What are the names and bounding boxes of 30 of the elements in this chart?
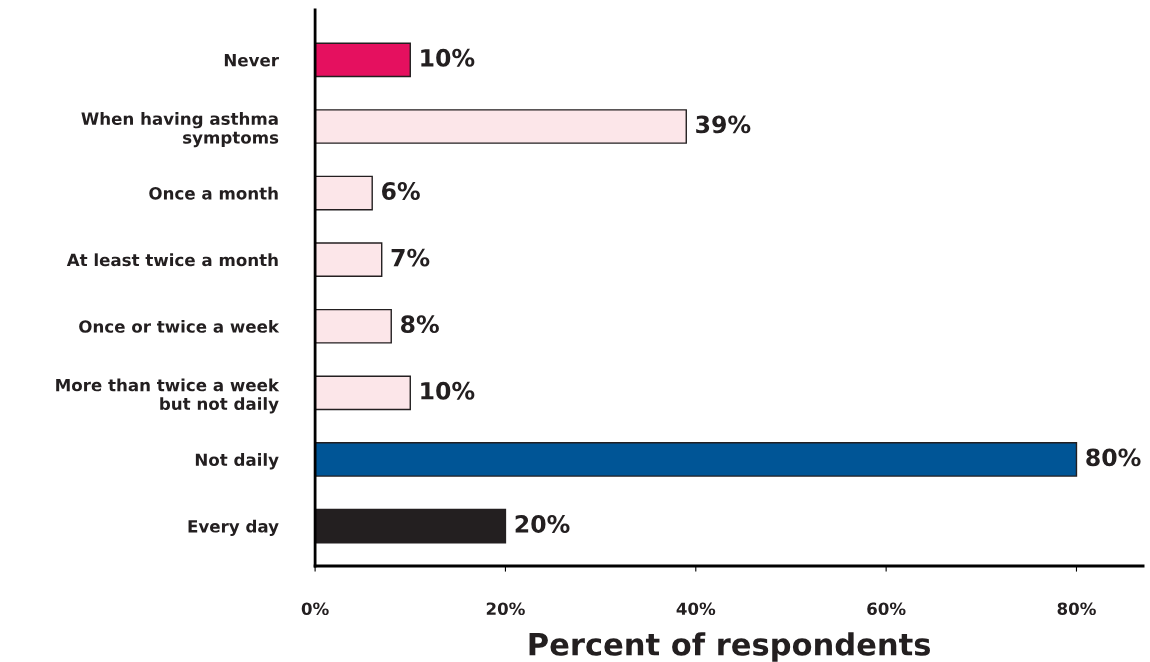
y-tick-label: Not daily	[195, 453, 279, 470]
data-label: 8%	[401, 315, 439, 334]
x-axis-title: Percent of respondents	[529, 632, 930, 662]
x-tick-label: 0%	[301, 602, 329, 616]
bar	[315, 442, 1078, 477]
x-tick-label: 40%	[676, 602, 716, 616]
bar	[315, 242, 383, 278]
y-tick-label: More than twice a week but not daily	[56, 378, 280, 414]
bar	[315, 508, 507, 544]
bar	[315, 42, 411, 78]
y-tick-label: Every day	[188, 519, 279, 536]
bar	[315, 175, 373, 211]
y-tick-label: At least twice a month	[66, 253, 278, 267]
x-tick-label: 80%	[1057, 602, 1096, 616]
data-label: 7%	[391, 248, 430, 267]
data-label: 20%	[515, 515, 570, 533]
y-tick-label: Once a month	[149, 186, 278, 200]
data-label: 10%	[421, 381, 475, 400]
data-label: 80%	[1086, 448, 1141, 467]
x-tick-label: 20%	[486, 602, 525, 616]
data-label: 39%	[696, 115, 751, 134]
bar	[315, 308, 392, 344]
data-label: 6%	[382, 182, 420, 200]
y-tick-label: Once or twice a week	[79, 319, 280, 333]
bar	[315, 109, 687, 144]
y-tick-label: Never	[224, 54, 279, 67]
data-label: 10%	[421, 48, 475, 67]
y-tick-label: When having asthma symptoms	[81, 112, 279, 148]
bar	[315, 375, 411, 411]
x-tick-label: 60%	[867, 602, 906, 616]
